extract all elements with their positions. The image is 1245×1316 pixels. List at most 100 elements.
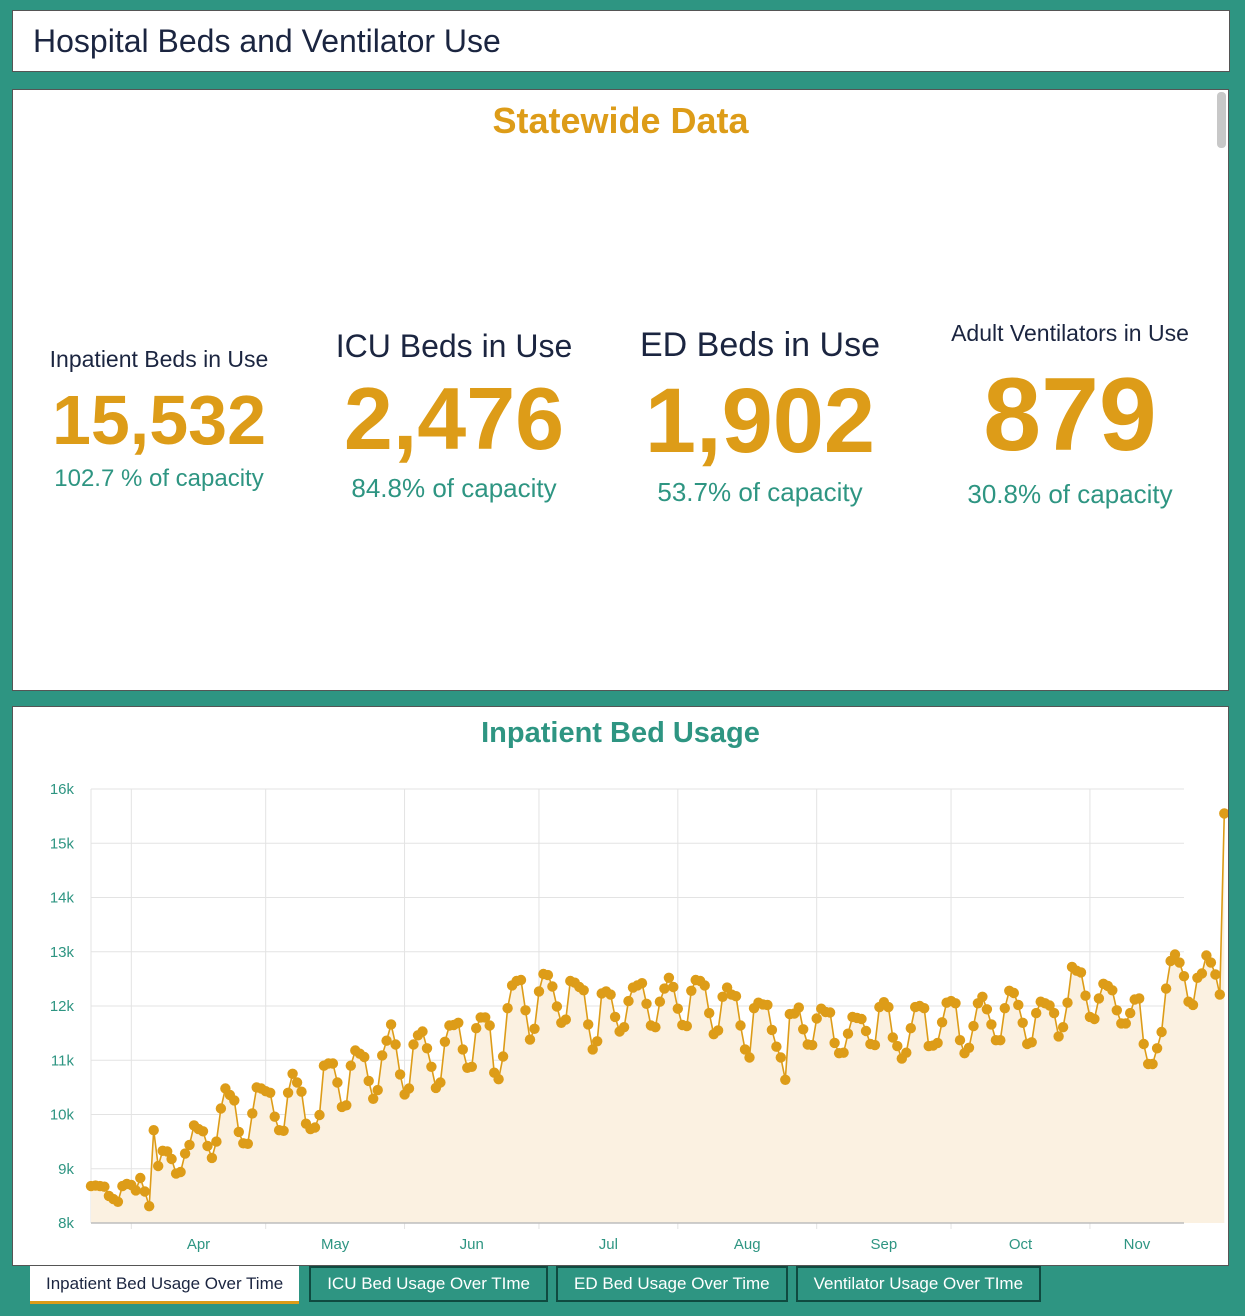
data-point <box>202 1140 213 1152</box>
data-point <box>583 1019 594 1030</box>
data-point <box>829 1037 840 1049</box>
data-point <box>1214 989 1226 1000</box>
data-point <box>681 1020 692 1032</box>
x-tick-label: Jun <box>460 1236 484 1253</box>
data-point <box>426 1061 437 1072</box>
data-point <box>363 1075 374 1087</box>
adult-ventilators-stat: Adult Ventilators in Use 879 30.8% of ca… <box>939 320 1201 510</box>
data-point <box>179 1148 191 1159</box>
data-point <box>1151 1043 1163 1054</box>
data-point <box>1219 808 1228 819</box>
data-point <box>309 1122 321 1133</box>
data-point <box>780 1074 791 1085</box>
inpatient-bed-usage-panel: Inpatient Bed Usage 8k 9k 10k 11k 12k 13k 14k 1… <box>12 706 1229 1266</box>
data-point <box>421 1043 433 1054</box>
data-point <box>229 1095 240 1106</box>
data-point <box>265 1087 276 1098</box>
data-point <box>995 1035 1006 1046</box>
data-point <box>372 1084 383 1096</box>
data-point <box>932 1037 943 1049</box>
data-point <box>699 980 710 991</box>
stat-value: 2,476 <box>343 369 565 468</box>
data-point <box>484 1020 495 1031</box>
data-point <box>936 1017 948 1028</box>
data-point <box>547 981 558 992</box>
data-point <box>403 1083 415 1094</box>
stat-label: ED Beds in Use <box>640 326 880 364</box>
data-point <box>233 1126 244 1138</box>
x-tick-label: Apr <box>187 1236 210 1253</box>
tab-ed-bed-usage[interactable]: ED Bed Usage Over Time <box>556 1266 788 1302</box>
data-point <box>605 989 616 1000</box>
data-point <box>439 1036 451 1047</box>
data-point <box>135 1172 146 1184</box>
data-point <box>560 1014 571 1025</box>
data-point <box>1125 1007 1136 1019</box>
y-tick-label: 15k <box>50 835 75 852</box>
inpatient-bed-usage-chart: 8k 9k 10k 11k 12k 13k 14k 15k 16k Apr May Jun Jul Aug… <box>50 781 1228 1253</box>
data-point <box>1107 985 1118 996</box>
data-point <box>166 1153 177 1165</box>
y-tick-label: 13k <box>50 944 75 961</box>
data-point <box>1178 971 1190 982</box>
data-point <box>1187 999 1199 1011</box>
data-point <box>184 1139 195 1151</box>
data-point <box>954 1035 966 1046</box>
data-point <box>999 1003 1010 1014</box>
data-point <box>296 1086 307 1097</box>
data-point <box>1210 969 1221 980</box>
data-point <box>762 999 773 1011</box>
y-tick-label: 8k <box>58 1215 74 1232</box>
data-point <box>609 1011 621 1023</box>
page-title: Hospital Beds and Ventilator Use <box>33 23 501 59</box>
data-point <box>1013 999 1024 1011</box>
stat-capacity: 84.8% of capacity <box>351 473 557 503</box>
data-point <box>771 1041 782 1052</box>
data-point <box>480 1012 491 1023</box>
data-point <box>811 1013 822 1024</box>
data-point <box>659 983 670 994</box>
data-point <box>739 1044 751 1055</box>
data-point <box>197 1126 209 1137</box>
data-point <box>148 1125 159 1136</box>
page-header: Hospital Beds and Ventilator Use <box>12 10 1230 72</box>
scrollbar[interactable] <box>1217 92 1226 148</box>
data-point <box>332 1077 343 1088</box>
icu-beds-stat: ICU Beds in Use 2,476 84.8% of capacity <box>323 328 585 504</box>
data-point <box>1147 1058 1158 1070</box>
data-point <box>775 1052 786 1063</box>
data-point <box>717 991 728 1002</box>
data-point <box>592 1036 603 1047</box>
x-tick-label: Nov <box>1124 1236 1151 1253</box>
data-point <box>345 1060 356 1071</box>
data-point <box>1031 1007 1042 1019</box>
data-point <box>824 1007 836 1018</box>
data-point <box>712 1025 724 1036</box>
tab-icu-bed-usage[interactable]: ICU Bed Usage Over TIme <box>309 1266 549 1302</box>
data-point <box>529 1023 540 1034</box>
data-point <box>291 1077 303 1088</box>
tab-ventilator-usage[interactable]: Ventilator Usage Over TIme <box>795 1266 1042 1302</box>
x-tick-label: Sep <box>871 1236 898 1253</box>
data-point <box>793 1002 804 1013</box>
data-point <box>1075 967 1087 978</box>
data-point <box>520 1005 531 1016</box>
data-point <box>842 1028 854 1039</box>
tab-inpatient-bed-usage[interactable]: Inpatient Bed Usage Over Time <box>30 1266 300 1304</box>
data-point <box>278 1125 289 1136</box>
data-point <box>1138 1038 1149 1050</box>
data-point <box>650 1022 661 1033</box>
data-point <box>668 981 679 993</box>
data-point <box>153 1160 164 1172</box>
data-point <box>175 1166 186 1178</box>
stat-capacity: 53.7% of capacity <box>657 477 863 507</box>
data-point <box>215 1103 227 1114</box>
data-point <box>377 1050 388 1061</box>
data-point <box>986 1019 997 1030</box>
data-point <box>1008 987 1019 999</box>
y-tick-label: 11k <box>51 1052 75 1069</box>
data-point <box>1048 1007 1060 1019</box>
data-point <box>1111 1005 1123 1016</box>
data-point <box>1057 1022 1069 1033</box>
data-point <box>551 1001 563 1012</box>
